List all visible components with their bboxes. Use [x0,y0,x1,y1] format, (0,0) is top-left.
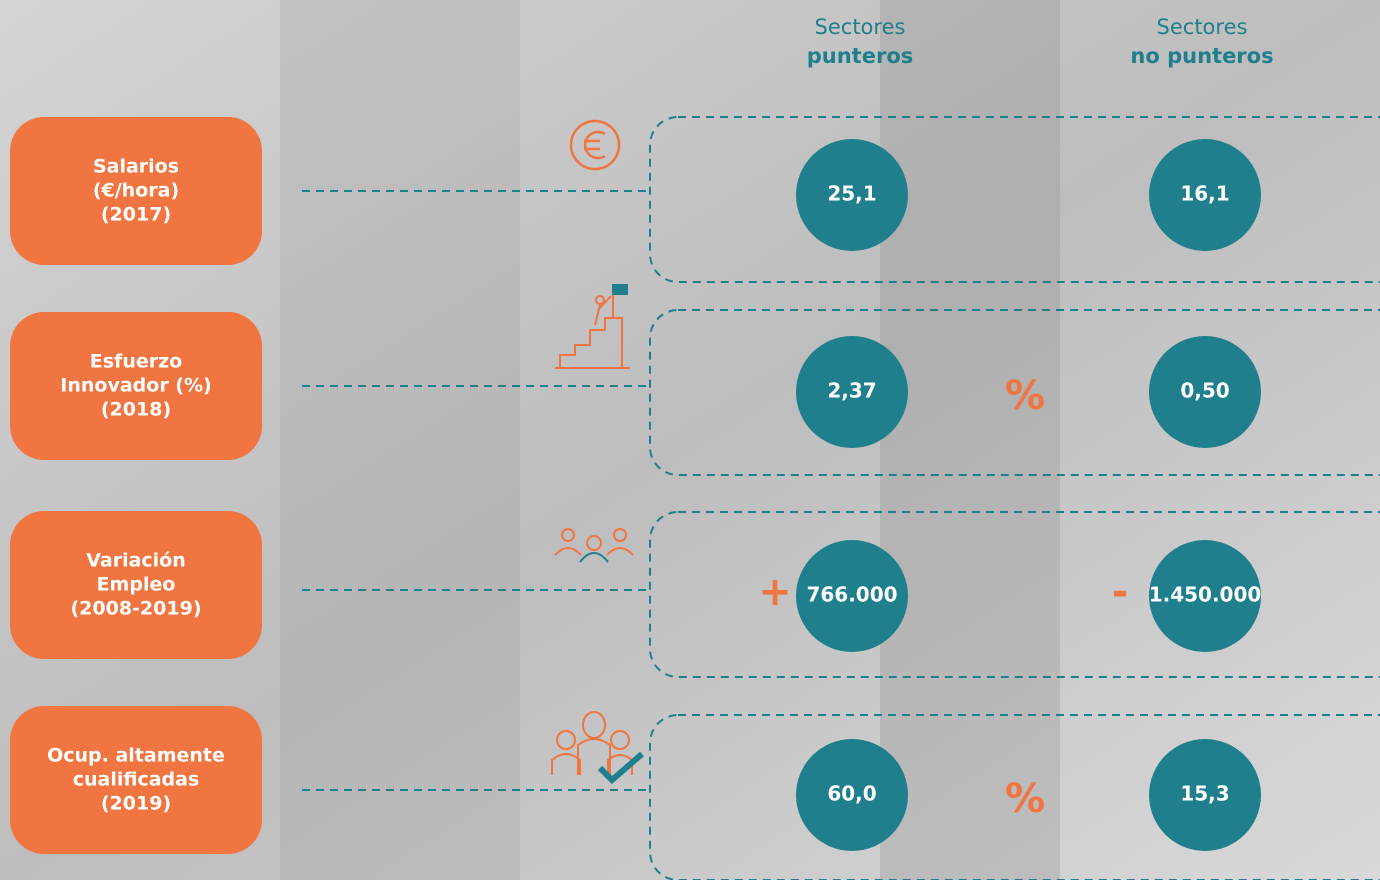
row-label: Variación [86,550,186,572]
row-label: (2017) [101,204,171,226]
row-label: (2019) [101,793,171,815]
row-label: (2008-2019) [70,598,201,620]
unit: % [1005,373,1045,419]
background-shape [880,0,1060,880]
value: 0,50 [1180,379,1229,403]
infographic: Sectores punteros Sectores no punteros Salar… [0,0,1380,880]
value: 1.450.000 [1149,583,1262,607]
row-label: Empleo [97,574,176,596]
column-header: Sectores [815,15,906,39]
value: 60,0 [827,782,876,806]
unit: % [1005,776,1045,822]
row-label: cualificadas [73,769,200,791]
row-label: Esfuerzo [90,351,182,373]
column-header: punteros [807,44,914,68]
column-header: Sectores [1157,15,1248,39]
value: 766.000 [806,583,897,607]
row-label: (2018) [101,399,171,421]
value: 16,1 [1180,182,1229,206]
value: 15,3 [1180,782,1229,806]
row-label: Salarios [93,156,179,178]
column-header: no punteros [1130,44,1273,68]
row-label: (€/hora) [93,180,179,202]
value: 2,37 [827,379,876,403]
row-label: Ocup. altamente [47,745,225,767]
page: {"columns": [ {"line1": "Sectores", "lin… [0,0,1380,880]
row-label: Innovador (%) [60,375,211,397]
value: 25,1 [827,182,876,206]
background-shape [280,0,520,880]
sign: - [1112,569,1129,615]
sign: + [758,569,792,615]
